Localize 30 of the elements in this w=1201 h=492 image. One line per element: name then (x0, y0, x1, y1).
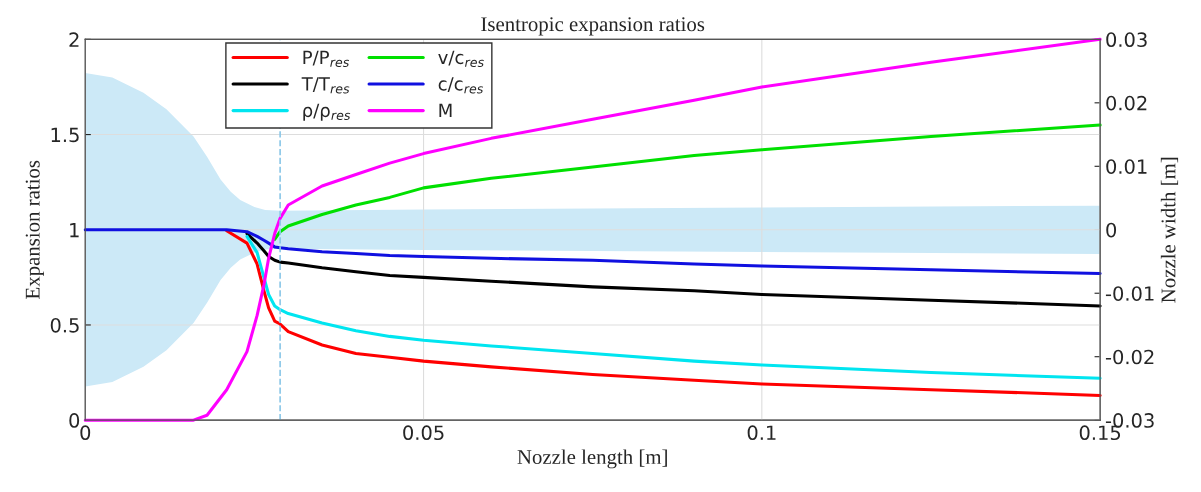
legend-label: M (439, 103, 452, 117)
line-series (83, 37, 1102, 422)
legend-label: v/c$_{res}$ (438, 50, 484, 68)
y-tick-label: 1.5 (51, 127, 79, 143)
chart-title: Isentropic expansion ratios (481, 17, 705, 36)
y2-axis-title: Nozzle width [m] (1160, 157, 1179, 303)
legend-label: T/T$_{res}$ (301, 77, 350, 94)
x-tick-label: 0 (80, 425, 91, 441)
y2-tick-label: 0 (1106, 222, 1117, 238)
y2-tick-label: -0.02 (1105, 349, 1154, 365)
line-series (245, 232, 1102, 308)
line-series (273, 123, 1102, 241)
legend-label: P/P$_{res}$ (303, 50, 350, 68)
x-axis-title: Nozzle length [m] (517, 449, 667, 469)
y-tick-label: 2 (69, 32, 79, 47)
x-tick-label: 0.05 (403, 425, 444, 441)
line-series (245, 234, 1102, 380)
y2-tick-label: -0.01 (1105, 286, 1154, 301)
legend-label: c/c$_{res}$ (438, 77, 484, 94)
legend-label: ρ/ρ$_{res}$ (303, 103, 351, 121)
y2-tick-label: 0.01 (1106, 159, 1147, 174)
y-axis-title: Expansion ratios (25, 160, 44, 299)
line-series (83, 228, 1102, 276)
y2-tick-label: 0.02 (1106, 95, 1147, 111)
line-series (225, 229, 1102, 397)
x-tick-label: 0.1 (747, 425, 776, 441)
y-tick-label: 0 (69, 413, 80, 428)
y-tick-label: 0.5 (50, 317, 79, 333)
y2-tick-label: 0.03 (1106, 32, 1147, 48)
y-tick-label: 1 (70, 222, 79, 238)
